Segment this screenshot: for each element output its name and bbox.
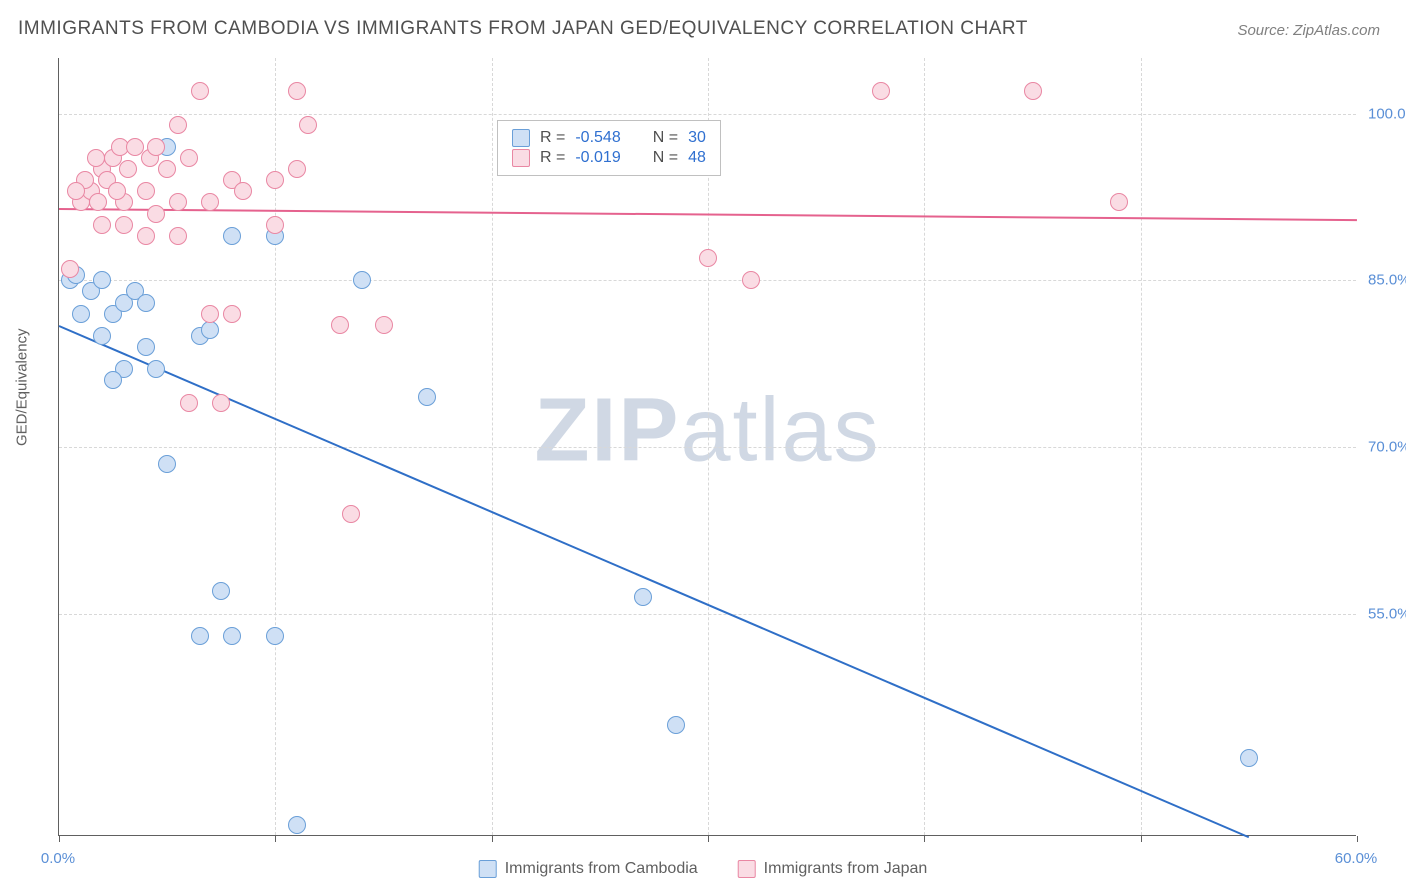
data-point <box>742 271 760 289</box>
data-point <box>108 182 126 200</box>
data-point <box>353 271 371 289</box>
data-point <box>147 205 165 223</box>
data-point <box>115 216 133 234</box>
data-point <box>147 360 165 378</box>
gridline-v <box>924 58 925 835</box>
data-point <box>375 316 393 334</box>
legend-item-cambodia: Immigrants from Cambodia <box>479 860 698 878</box>
data-point <box>137 182 155 200</box>
data-point <box>137 227 155 245</box>
data-point <box>288 82 306 100</box>
stats-row: R =-0.548N =30 <box>512 129 706 147</box>
gridline-v <box>492 58 493 835</box>
data-point <box>418 388 436 406</box>
data-point <box>137 294 155 312</box>
data-point <box>104 371 122 389</box>
trend-line <box>59 325 1250 838</box>
y-axis-label: GED/Equivalency <box>14 328 31 446</box>
data-point <box>1240 749 1258 767</box>
data-point <box>201 321 219 339</box>
x-tick-label: 60.0% <box>1335 850 1378 867</box>
data-point <box>1110 193 1128 211</box>
x-tick-label: 0.0% <box>41 850 75 867</box>
data-point <box>169 227 187 245</box>
data-point <box>158 160 176 178</box>
data-point <box>212 394 230 412</box>
data-point <box>72 305 90 323</box>
data-point <box>872 82 890 100</box>
data-point <box>288 816 306 834</box>
data-point <box>667 716 685 734</box>
data-point <box>119 160 137 178</box>
data-point <box>137 338 155 356</box>
data-point <box>212 582 230 600</box>
data-point <box>331 316 349 334</box>
data-point <box>299 116 317 134</box>
legend-swatch-cambodia <box>479 860 497 878</box>
data-point <box>1024 82 1042 100</box>
data-point <box>61 260 79 278</box>
y-tick-label: 100.0% <box>1368 105 1406 122</box>
data-point <box>342 505 360 523</box>
data-point <box>93 216 111 234</box>
y-tick-label: 70.0% <box>1368 439 1406 456</box>
plot-area: ZIPatlas R =-0.548N =30R =-0.019N =48 <box>58 58 1356 836</box>
data-point <box>67 182 85 200</box>
stats-box: R =-0.548N =30 R =-0.019N =48 <box>497 120 721 176</box>
data-point <box>223 305 241 323</box>
data-point <box>158 455 176 473</box>
data-point <box>266 627 284 645</box>
data-point <box>147 138 165 156</box>
gridline-v <box>1141 58 1142 835</box>
data-point <box>201 305 219 323</box>
data-point <box>89 193 107 211</box>
data-point <box>699 249 717 267</box>
data-point <box>634 588 652 606</box>
legend-label-japan: Immigrants from Japan <box>764 860 928 878</box>
legend-swatch-japan <box>738 860 756 878</box>
stats-swatch <box>512 129 530 147</box>
chart-title: IMMIGRANTS FROM CAMBODIA VS IMMIGRANTS F… <box>18 18 1028 40</box>
data-point <box>169 193 187 211</box>
data-point <box>191 627 209 645</box>
bottom-legend: Immigrants from Cambodia Immigrants from… <box>479 860 928 878</box>
y-tick-label: 55.0% <box>1368 605 1406 622</box>
data-point <box>169 116 187 134</box>
data-point <box>87 149 105 167</box>
source-attribution: Source: ZipAtlas.com <box>1237 22 1380 39</box>
stats-swatch <box>512 149 530 167</box>
data-point <box>93 327 111 345</box>
data-point <box>223 227 241 245</box>
data-point <box>266 216 284 234</box>
data-point <box>201 193 219 211</box>
data-point <box>180 149 198 167</box>
legend-item-japan: Immigrants from Japan <box>738 860 928 878</box>
legend-label-cambodia: Immigrants from Cambodia <box>505 860 698 878</box>
data-point <box>288 160 306 178</box>
data-point <box>234 182 252 200</box>
data-point <box>191 82 209 100</box>
data-point <box>223 627 241 645</box>
data-point <box>93 271 111 289</box>
data-point <box>266 171 284 189</box>
data-point <box>180 394 198 412</box>
stats-row: R =-0.019N =48 <box>512 149 706 167</box>
y-tick-label: 85.0% <box>1368 272 1406 289</box>
